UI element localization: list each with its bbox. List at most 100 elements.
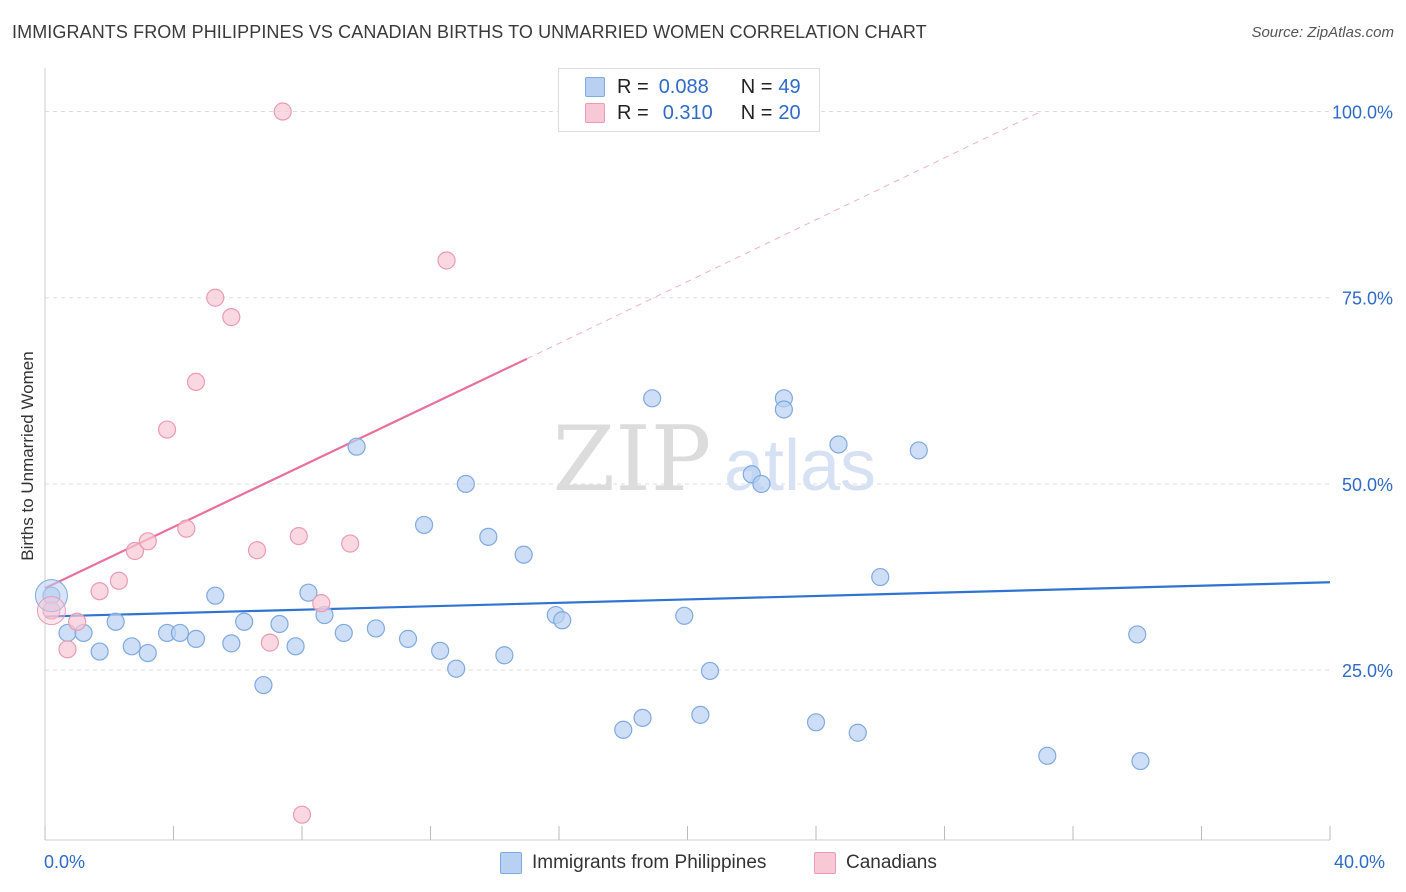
data-point-philippines bbox=[299, 583, 318, 602]
axes bbox=[44, 68, 1331, 841]
data-point-philippines bbox=[871, 567, 890, 587]
legend: R = 0.088 N = 49 R = 0.310 N = 20 bbox=[558, 68, 820, 132]
data-point-philippines bbox=[495, 646, 514, 665]
data-point-philippines bbox=[1038, 746, 1057, 765]
data-point-canadians bbox=[36, 596, 66, 626]
chart-title: IMMIGRANTS FROM PHILIPPINES VS CANADIAN … bbox=[12, 22, 927, 42]
data-point-philippines bbox=[347, 437, 366, 456]
data-point-philippines bbox=[186, 629, 206, 648]
data-point-philippines bbox=[170, 623, 190, 643]
data-point-canadians bbox=[125, 541, 145, 561]
data-point-philippines bbox=[235, 612, 254, 631]
data-point-canadians bbox=[273, 102, 292, 121]
data-point-philippines bbox=[206, 586, 225, 605]
data-point-philippines bbox=[700, 661, 720, 681]
legend-n-value: 20 bbox=[778, 101, 801, 124]
watermark-zip: ZIP bbox=[553, 407, 712, 512]
trend-lines bbox=[44, 111, 1331, 618]
data-point-philippines bbox=[614, 720, 633, 739]
data-point-philippines bbox=[334, 623, 353, 643]
trend-line-canadians bbox=[44, 357, 528, 590]
data-point-philippines bbox=[90, 642, 109, 661]
data-point-canadians bbox=[206, 288, 225, 307]
data-point-philippines bbox=[848, 723, 867, 742]
data-point-philippines bbox=[414, 515, 434, 535]
data-point-canadians bbox=[222, 308, 241, 327]
y-tick-label: 50.0% bbox=[1342, 475, 1393, 495]
data-point-canadians bbox=[58, 640, 77, 659]
bottom-legend-label: Immigrants from Philippines bbox=[532, 852, 767, 873]
data-point-philippines bbox=[456, 474, 475, 494]
data-point-philippines bbox=[479, 527, 498, 546]
data-point-philippines bbox=[752, 474, 771, 494]
data-point-canadians bbox=[247, 541, 267, 560]
legend-r-value: 0.310 bbox=[662, 101, 713, 124]
bottom-legend-canadians: Canadians bbox=[814, 852, 937, 874]
data-point-canadians bbox=[260, 633, 279, 652]
data-point-canadians bbox=[186, 372, 206, 392]
data-point-canadians bbox=[292, 805, 312, 824]
data-point-canadians bbox=[177, 519, 196, 538]
data-point-philippines bbox=[366, 619, 385, 638]
data-point-philippines bbox=[106, 612, 125, 631]
y-tick-label: 75.0% bbox=[1342, 289, 1393, 309]
legend-n-label: N = bbox=[740, 75, 773, 98]
data-point-philippines bbox=[431, 641, 450, 660]
bottom-legend-swatch-pink bbox=[814, 852, 836, 874]
data-point-philippines bbox=[553, 611, 572, 630]
data-point-canadians bbox=[157, 420, 177, 439]
legend-swatch-pink bbox=[585, 103, 605, 123]
y-tick-labels: 25.0% 50.0% 75.0% 100.0% bbox=[1332, 103, 1393, 682]
data-point-philippines bbox=[633, 708, 652, 727]
data-point-canadians bbox=[289, 526, 308, 546]
data-point-philippines bbox=[138, 643, 157, 663]
legend-row-philippines: R = 0.088 N = 49 bbox=[585, 75, 801, 99]
data-point-philippines bbox=[514, 545, 533, 564]
data-point-canadians bbox=[138, 532, 157, 551]
x-tick-label-min: 0.0% bbox=[44, 852, 86, 872]
legend-n-value: 49 bbox=[778, 75, 801, 98]
data-point-canadians bbox=[312, 594, 331, 613]
legend-row-canadians: R = 0.310 N = 20 bbox=[585, 101, 801, 125]
bottom-legend-label: Canadians bbox=[846, 852, 937, 873]
trend-line-canadians-extension bbox=[526, 111, 1042, 360]
y-axis-title: Births to Unmarried Women bbox=[18, 351, 37, 561]
data-point-philippines bbox=[691, 705, 710, 724]
data-point-philippines bbox=[806, 713, 826, 732]
data-point-philippines bbox=[447, 659, 466, 678]
x-tick-label-max: 40.0% bbox=[1334, 852, 1386, 872]
bottom-legend-philippines: Immigrants from Philippines bbox=[500, 852, 766, 874]
legend-swatch-blue bbox=[585, 77, 605, 97]
data-points bbox=[34, 102, 1150, 824]
data-point-philippines bbox=[1128, 625, 1147, 644]
legend-n-label: N = bbox=[740, 101, 773, 124]
data-point-canadians bbox=[437, 251, 456, 270]
data-point-canadians bbox=[341, 534, 360, 553]
data-point-canadians bbox=[109, 571, 128, 590]
y-tick-label: 25.0% bbox=[1342, 661, 1393, 681]
source-credit: Source: ZipAtlas.com bbox=[1251, 24, 1394, 41]
legend-r-label: R = bbox=[617, 75, 649, 98]
data-point-canadians bbox=[90, 582, 109, 601]
trend-line-philippines bbox=[44, 581, 1331, 618]
bottom-legend-swatch-blue bbox=[500, 852, 522, 874]
watermark: ZIP atlas bbox=[553, 407, 876, 512]
data-point-philippines bbox=[122, 637, 141, 656]
data-point-philippines bbox=[286, 637, 305, 656]
data-point-philippines bbox=[829, 435, 848, 454]
watermark-atlas: atlas bbox=[724, 426, 876, 506]
data-point-philippines bbox=[909, 441, 928, 460]
data-point-philippines bbox=[34, 579, 68, 613]
data-point-philippines bbox=[1131, 751, 1150, 771]
y-tick-label: 100.0% bbox=[1332, 103, 1393, 123]
data-point-philippines bbox=[222, 634, 241, 653]
data-point-philippines bbox=[270, 614, 289, 634]
legend-r-label: R = bbox=[617, 101, 649, 124]
data-point-canadians bbox=[68, 612, 87, 631]
bottom-legend: Immigrants from Philippines Canadians bbox=[0, 852, 1406, 878]
data-point-philippines bbox=[254, 675, 273, 695]
legend-r-value: 0.088 bbox=[658, 75, 709, 98]
data-point-philippines bbox=[774, 400, 793, 419]
data-point-philippines bbox=[675, 606, 694, 625]
